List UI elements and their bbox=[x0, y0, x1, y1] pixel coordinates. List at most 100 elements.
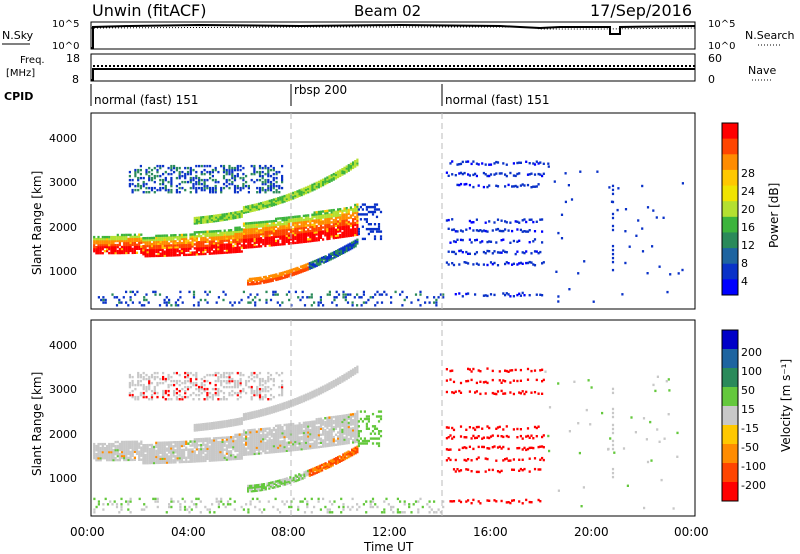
power-cell bbox=[240, 210, 243, 213]
velocity-cell bbox=[217, 391, 220, 395]
power-cell bbox=[249, 224, 252, 227]
velocity-cell bbox=[153, 389, 156, 393]
power-cell bbox=[211, 191, 214, 194]
power-cell bbox=[257, 231, 261, 234]
velocity-cell bbox=[287, 423, 290, 426]
power-cell bbox=[509, 171, 512, 175]
power-cell bbox=[172, 244, 175, 247]
power-cell bbox=[262, 230, 265, 234]
velocity-cell bbox=[217, 379, 220, 383]
velocity-cell bbox=[225, 452, 228, 455]
power-cell bbox=[114, 249, 117, 253]
power-cell bbox=[242, 206, 246, 209]
power-cell bbox=[206, 238, 209, 241]
velocity-cell bbox=[281, 430, 284, 433]
power-cell bbox=[200, 230, 203, 234]
noise-panel-frame bbox=[90, 21, 696, 50]
velocity-cell bbox=[343, 416, 346, 419]
power-cell bbox=[472, 229, 475, 232]
power-cell bbox=[489, 293, 493, 296]
power-cell bbox=[206, 184, 209, 188]
power-cell bbox=[95, 252, 98, 255]
power-cell bbox=[311, 215, 314, 218]
velocity-cell bbox=[287, 425, 290, 428]
velocity-cell bbox=[155, 443, 158, 447]
power-cell bbox=[204, 240, 207, 244]
power-cell bbox=[174, 301, 177, 304]
power-cell bbox=[161, 254, 164, 257]
power-cell bbox=[330, 229, 333, 232]
power-cell bbox=[273, 275, 276, 278]
velocity-cell bbox=[313, 424, 316, 427]
power-cell bbox=[264, 164, 267, 168]
power-cell bbox=[310, 296, 313, 299]
velocity-cell bbox=[262, 441, 265, 445]
velocity-cell bbox=[221, 446, 224, 449]
power-cell bbox=[317, 301, 320, 304]
power-cell bbox=[233, 176, 237, 180]
power-cell bbox=[298, 268, 301, 271]
power-cell bbox=[206, 217, 209, 220]
velocity-cell bbox=[178, 383, 181, 387]
velocity-cell bbox=[195, 381, 198, 385]
power-cell bbox=[512, 185, 515, 188]
power-cell bbox=[339, 228, 342, 231]
velocity-cell bbox=[221, 438, 224, 441]
velocity-cell bbox=[313, 436, 316, 439]
power-cell bbox=[281, 237, 284, 240]
velocity-cell bbox=[135, 448, 139, 451]
power-cell bbox=[315, 181, 318, 185]
power-panel: Slant Range [km] 1000 2000 3000 4000 bbox=[30, 112, 696, 310]
velocity-cell bbox=[168, 459, 171, 462]
power-cell bbox=[275, 176, 278, 180]
velocity-cell bbox=[168, 457, 171, 460]
power-cell bbox=[248, 279, 251, 282]
power-cell bbox=[268, 240, 271, 243]
velocity-cell bbox=[253, 410, 256, 414]
power-cell bbox=[177, 304, 180, 307]
power-cell bbox=[168, 242, 171, 245]
velocity-cell bbox=[211, 373, 214, 377]
power-cell bbox=[322, 226, 325, 229]
power-cell bbox=[611, 188, 615, 192]
power-cell bbox=[266, 280, 269, 284]
velocity-cell bbox=[200, 381, 203, 385]
velocity-cell bbox=[163, 455, 166, 458]
power-cell bbox=[465, 160, 468, 163]
velocity-cell bbox=[193, 425, 196, 429]
velocity-cell bbox=[242, 373, 245, 377]
power-cell bbox=[153, 238, 156, 242]
power-cell bbox=[279, 223, 282, 226]
power-cell bbox=[110, 237, 113, 241]
velocity-cell bbox=[292, 400, 295, 403]
velocity-cell bbox=[214, 383, 217, 387]
velocity-cell bbox=[178, 373, 181, 377]
power-cell bbox=[296, 225, 299, 228]
power-cell bbox=[326, 215, 329, 219]
power-cell bbox=[128, 182, 131, 186]
power-cell bbox=[135, 247, 139, 250]
power-cell bbox=[135, 239, 139, 242]
velocity-cell bbox=[349, 431, 352, 434]
velocity-cell bbox=[260, 446, 263, 449]
power-cell bbox=[281, 176, 284, 180]
power-cell bbox=[309, 229, 312, 233]
velocity-cell bbox=[317, 425, 320, 429]
power-cell bbox=[484, 252, 487, 255]
velocity-cell bbox=[159, 449, 162, 452]
power-cell bbox=[530, 186, 533, 189]
power-cell bbox=[292, 227, 295, 231]
velocity-cell bbox=[219, 456, 222, 460]
power-cell bbox=[475, 262, 478, 265]
velocity-cell bbox=[125, 442, 128, 446]
velocity-cell bbox=[249, 411, 252, 415]
power-cell bbox=[264, 180, 267, 184]
velocity-cell bbox=[261, 383, 264, 387]
power-cell bbox=[347, 224, 350, 228]
power-cell bbox=[317, 210, 320, 214]
velocity-cell bbox=[277, 430, 280, 433]
power-cell bbox=[532, 162, 535, 165]
velocity-cell bbox=[157, 449, 160, 452]
velocity-cell bbox=[300, 437, 303, 441]
power-cell bbox=[349, 242, 352, 245]
